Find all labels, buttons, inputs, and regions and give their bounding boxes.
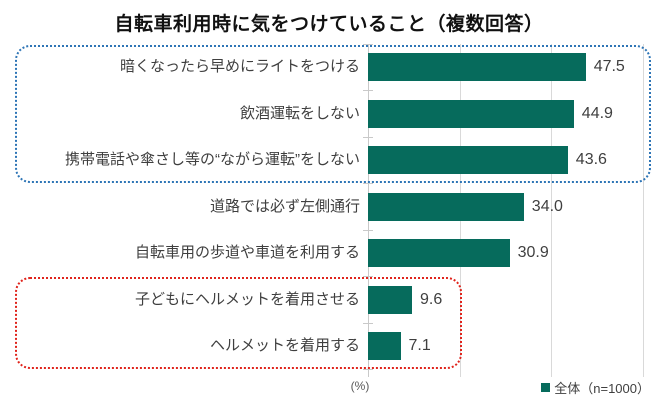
gridline-40 (551, 44, 552, 377)
legend: 全体（n=1000） (541, 378, 650, 397)
category-label: ヘルメットを着用する (209, 337, 360, 354)
bar (368, 332, 401, 360)
bar (368, 239, 510, 267)
category-label: 道路では必ず左側通行 (209, 197, 360, 215)
bar (368, 53, 586, 81)
axis-tick (363, 136, 373, 138)
legend-square-icon (541, 383, 551, 392)
gridline-60 (643, 44, 644, 377)
axis-tick (363, 90, 373, 92)
highlight-box-helmet (15, 277, 462, 369)
category-label: 飲酒運転をしない (239, 104, 360, 122)
bar (368, 99, 574, 128)
category-label: 暗くなったら早めにライトをつける (119, 58, 360, 75)
bar (368, 285, 412, 314)
chart-title: 自転車利用時に気をつけていること（複数回答） (114, 14, 544, 35)
value-label: 47.5 (593, 58, 625, 75)
bar (368, 146, 568, 174)
highlight-box-top3 (15, 44, 651, 183)
legend-label: 全体（n=1000） (554, 381, 650, 396)
category-label: 携帯電話や傘さし等の“ながら運転”をしない (65, 151, 360, 168)
axis-tick (363, 276, 373, 278)
bar (368, 192, 524, 221)
value-label: 30.9 (517, 244, 549, 261)
axis-tick (363, 183, 373, 185)
axis-tick (363, 322, 373, 324)
value-label: 44.9 (581, 104, 613, 122)
category-label: 自転車用の歩道や車道を利用する (134, 244, 360, 261)
axis-tick (363, 369, 373, 371)
category-label: 子どもにヘルメットを着用させる (134, 290, 360, 308)
value-label: 7.1 (408, 337, 431, 354)
value-label: 9.6 (420, 290, 443, 308)
value-label: 34.0 (531, 197, 563, 215)
unit-label: (%) (350, 379, 370, 393)
axis-tick (363, 43, 373, 45)
value-label: 43.6 (575, 151, 607, 168)
axis-tick (363, 229, 373, 231)
